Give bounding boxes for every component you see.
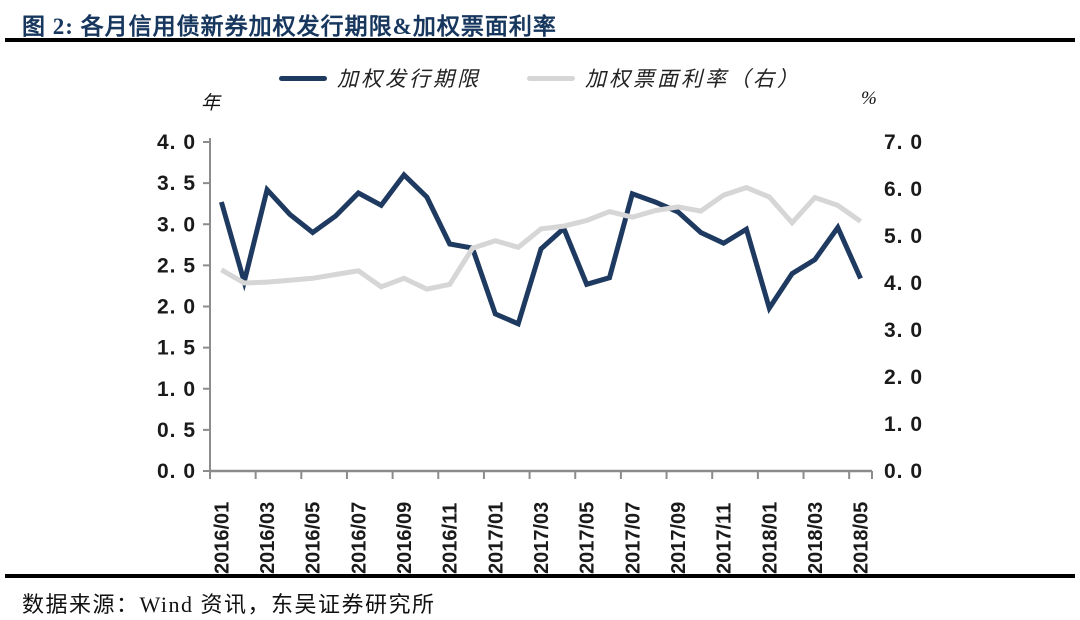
left-axis-tick-label: 1. 0 [157, 378, 196, 401]
x-axis-label: 2017/09 [668, 502, 690, 574]
x-axis-label: 2017/01 [485, 502, 507, 574]
legend-swatch-coupon-line [527, 75, 575, 81]
x-axis-label: 2017/05 [577, 502, 599, 574]
legend-item-coupon: 加权票面利率（右） [527, 63, 801, 93]
series-line-term [218, 171, 863, 328]
figure-title: 图 2: 各月信用债新券加权发行期限&加权票面利率 [22, 14, 557, 39]
left-axis-tick-label: 1. 5 [157, 337, 196, 360]
title-divider [5, 38, 1075, 42]
data-source: 数据来源：Wind 资讯，东吴证券研究所 [22, 592, 436, 617]
left-axis-tick-label: 0. 5 [157, 419, 196, 442]
x-axis-label: 2016/07 [348, 502, 370, 574]
right-axis-tick-label: 1. 0 [884, 413, 923, 436]
x-axis-label: 2017/11 [714, 503, 736, 574]
left-axis-tick-label: 3. 0 [157, 213, 196, 236]
x-axis-label: 2018/01 [759, 502, 781, 574]
left-axis-tick-label: 3. 5 [157, 172, 196, 195]
right-axis-tick-label: 6. 0 [884, 178, 923, 201]
legend-item-term: 加权发行期限 [279, 63, 481, 93]
x-axis-label: 2018/05 [851, 502, 873, 574]
right-axis-tick-label: 7. 0 [884, 131, 923, 154]
legend-label-term: 加权发行期限 [337, 67, 481, 91]
x-axis-label: 2017/07 [622, 502, 644, 574]
series-line-coupon [220, 184, 863, 292]
left-axis-unit: 年 [201, 93, 221, 114]
right-axis-tick-label: 2. 0 [884, 366, 923, 389]
footer-divider [5, 574, 1075, 578]
x-axis-label: 2016/09 [394, 502, 416, 574]
right-axis-tick-label: 3. 0 [884, 319, 923, 342]
x-axis-label: 2016/05 [303, 502, 325, 574]
right-axis-unit: % [861, 88, 877, 109]
legend-label-coupon: 加权票面利率（右） [585, 67, 801, 91]
legend-swatch-term-line [279, 75, 327, 81]
right-axis-tick-label: 5. 0 [884, 225, 923, 248]
right-axis-tick-label: 0. 0 [884, 460, 923, 483]
x-axis-label: 2017/03 [531, 502, 553, 574]
left-axis-tick-label: 2. 5 [157, 254, 196, 277]
left-axis-tick-label: 2. 0 [157, 296, 196, 319]
x-axis-label: 2018/03 [805, 502, 827, 574]
chart-legend: 加权发行期限 加权票面利率（右） [0, 63, 1080, 93]
left-axis-tick-label: 4. 0 [157, 131, 196, 154]
x-axis-label: 2016/03 [257, 502, 279, 574]
x-axis-label: 2016/11 [440, 503, 462, 574]
x-axis-label: 2016/01 [211, 502, 233, 574]
left-axis-tick-label: 0. 0 [157, 460, 196, 483]
right-axis-tick-label: 4. 0 [884, 272, 923, 295]
